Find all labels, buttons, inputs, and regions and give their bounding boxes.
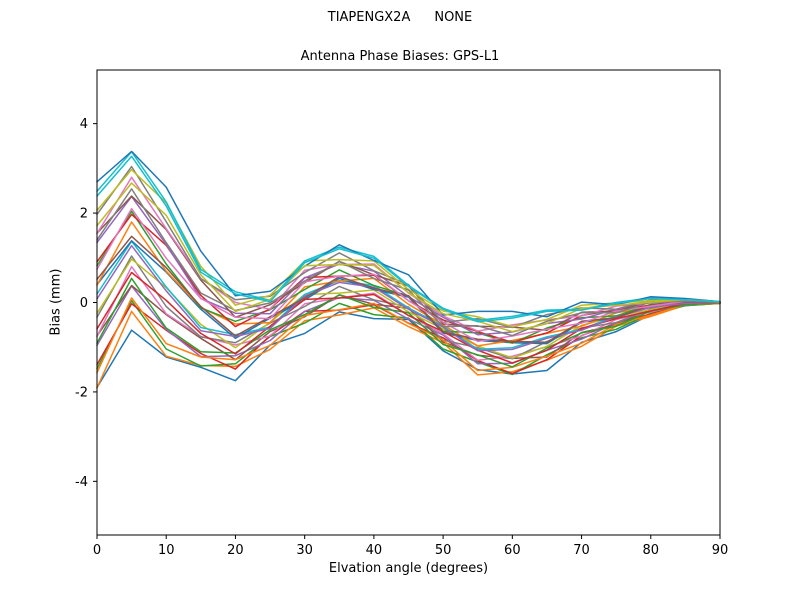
suptitle-station-id: TIAPENGX2A (327, 10, 411, 25)
x-tick-label: 70 (573, 543, 590, 558)
x-tick-label: 80 (643, 543, 660, 558)
x-tick-label: 0 (93, 543, 101, 558)
series-line-27 (96, 207, 721, 343)
series-line-25 (96, 244, 721, 352)
x-tick-label: 90 (712, 543, 729, 558)
series-line-24 (96, 271, 721, 364)
y-tick-label: -4 (75, 475, 88, 490)
series-line-22 (96, 297, 721, 374)
series-line-28 (96, 188, 721, 337)
y-tick-label: -2 (75, 385, 88, 400)
series-line-26 (96, 235, 721, 344)
x-tick-label: 50 (435, 543, 452, 558)
x-tick-label: 60 (504, 543, 521, 558)
y-tick-label: 2 (80, 207, 88, 222)
figure-suptitle: TIAPENGX2A NONE (0, 10, 800, 25)
y-tick-label: 4 (80, 117, 88, 132)
chart-title: Antenna Phase Biases: GPS-L1 (300, 49, 500, 64)
series-line-03 (96, 299, 721, 376)
x-tick-label: 40 (366, 543, 383, 558)
x-tick-label: 20 (227, 543, 244, 558)
x-tick-label: 10 (158, 543, 175, 558)
x-axis-label: Elvation angle (degrees) (328, 561, 489, 576)
x-tick-label: 30 (296, 543, 313, 558)
series-line-08 (96, 255, 721, 360)
y-tick-label: 0 (80, 296, 88, 311)
series-line-29 (96, 182, 721, 333)
series-line-23 (96, 277, 721, 368)
suptitle-none-label: NONE (434, 10, 473, 25)
series-line-30 (96, 155, 721, 323)
